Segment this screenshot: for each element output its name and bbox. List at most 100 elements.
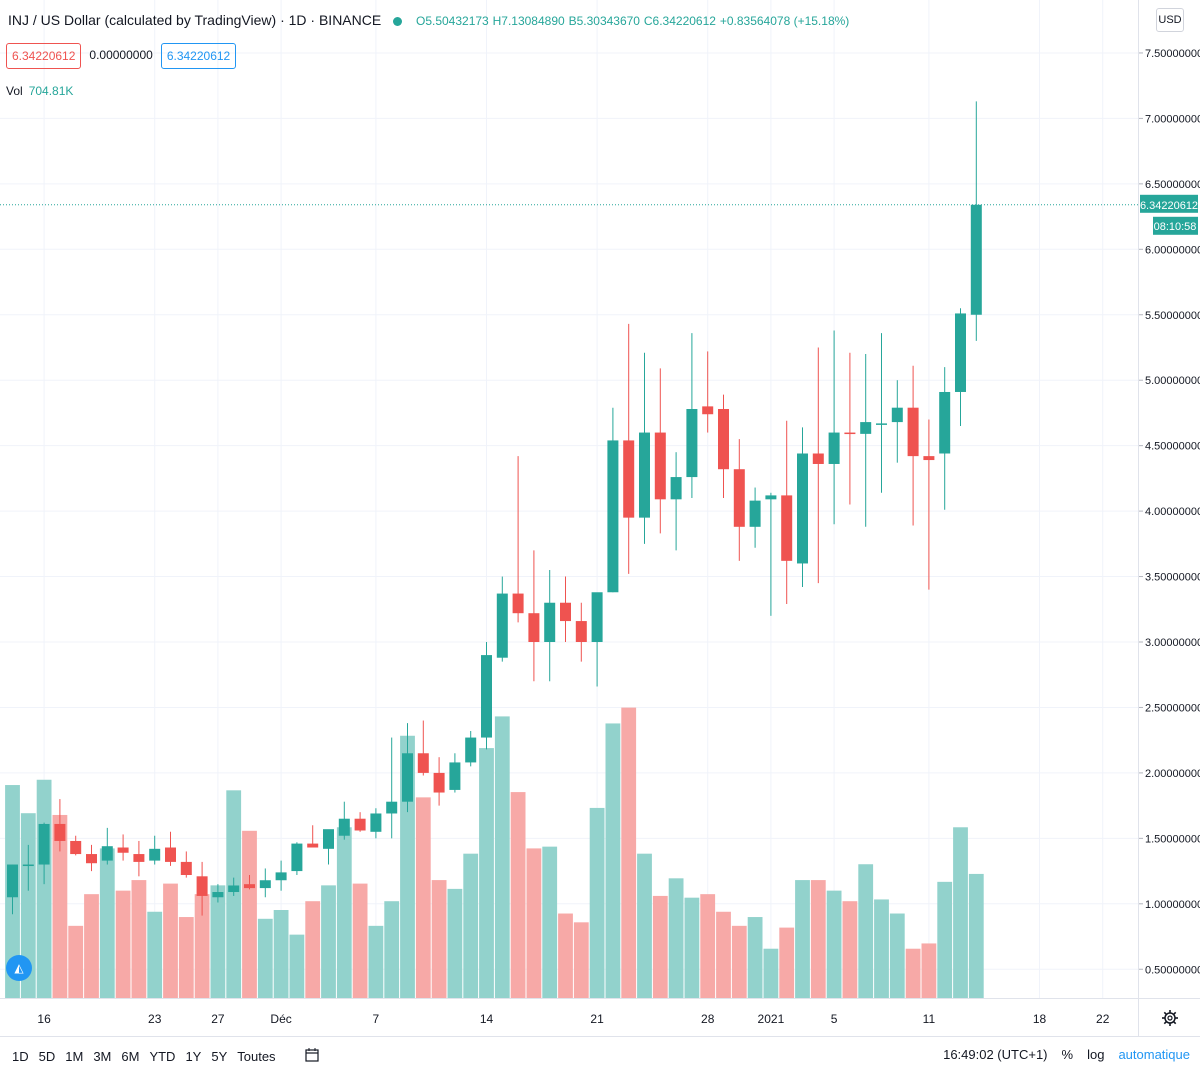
volume-bar (289, 934, 305, 998)
volume-bar (810, 880, 826, 998)
goto-date-icon[interactable] (304, 1047, 320, 1066)
volume-bar (684, 897, 700, 998)
candle-body (180, 861, 192, 876)
range-all[interactable]: Toutes (237, 1049, 276, 1064)
candle-body (7, 864, 18, 898)
volume-bar (795, 880, 810, 998)
candle-body (417, 753, 429, 773)
candle-body (749, 500, 761, 527)
volume-bar (889, 913, 905, 998)
volume-bar (747, 917, 763, 998)
candle-body (228, 885, 240, 893)
volume-bar (605, 723, 621, 998)
price-axis-labels: 0.50000000 1.00000000 1.50000000 2.00000000… (1139, 48, 1200, 976)
range-ytd[interactable]: YTD (149, 1049, 176, 1064)
range-1m[interactable]: 1M (65, 1049, 84, 1064)
volume-bar (321, 885, 336, 998)
range-5y[interactable]: 5Y (211, 1049, 228, 1064)
tradingview-logo-icon[interactable]: ◭ (6, 955, 32, 981)
log-toggle[interactable]: log (1087, 1047, 1105, 1062)
candle-body (512, 593, 524, 614)
bottom-right-controls: 16:49:02 (UTC+1) % log automatique (943, 1047, 1190, 1062)
volume-bar (937, 881, 953, 998)
price-tick-label: 6.00000000 (1145, 244, 1200, 256)
candle-body (891, 407, 903, 423)
volume-bar (431, 880, 447, 998)
candle-body (338, 818, 350, 836)
candle-body (670, 477, 682, 500)
sell-price-button[interactable]: 6.34220612 (6, 43, 82, 69)
volume-bar (147, 911, 163, 998)
volume-bar (558, 913, 573, 998)
candle-body (686, 408, 698, 478)
volume-label: Vol (6, 84, 23, 98)
time-tick-label: 18 (1033, 1012, 1047, 1026)
volume-bar (953, 827, 968, 998)
spread-value: 0.00000000 (89, 48, 153, 62)
candle-body (623, 440, 635, 518)
time-axis[interactable]: 16 23 27 Déc 7 14 21 28 2021 5 11 18 22 (0, 998, 1138, 1037)
candle-body (323, 829, 334, 849)
volume-bar (526, 848, 542, 998)
range-1d[interactable]: 1D (12, 1049, 29, 1064)
price-tick-label: 5.50000000 (1145, 310, 1200, 322)
volume-bar (621, 707, 637, 998)
volume-bar (99, 848, 115, 998)
time-axis-svg: 16 23 27 Déc 7 14 21 28 2021 5 11 18 22 (37, 1012, 1109, 1026)
range-6m[interactable]: 6M (121, 1049, 140, 1064)
symbol-legend: INJ / US Dollar (calculated by TradingVi… (8, 12, 849, 28)
volume-value: 704.81K (28, 84, 74, 98)
candle-body (702, 406, 714, 415)
volume-bar (163, 883, 178, 998)
price-axis-svg: 0.50000000 1.00000000 1.50000000 2.00000000… (1139, 48, 1200, 976)
candle-body (939, 391, 951, 454)
time-tick-label: 11 (923, 1012, 936, 1026)
volume-bar (384, 901, 400, 998)
volume-bar (352, 883, 368, 998)
time-tick-label: 16 (37, 1012, 51, 1026)
percent-toggle[interactable]: % (1061, 1047, 1074, 1062)
price-tick-label: 7.00000000 (1145, 113, 1200, 125)
volume-bar (463, 853, 479, 998)
candle-body (654, 432, 666, 500)
volume-bar (52, 814, 68, 998)
candle-body (196, 876, 208, 896)
price-tick-label: 1.50000000 (1145, 833, 1200, 845)
timezone-clock[interactable]: 16:49:02 (UTC+1) (943, 1047, 1048, 1062)
candle-body (496, 593, 508, 658)
time-tick-label: 27 (211, 1012, 225, 1026)
candle-body (607, 440, 619, 593)
volume-bar (68, 925, 84, 998)
countdown-text: 08:10:58 (1154, 221, 1197, 233)
price-tick-label: 7.50000000 (1145, 48, 1200, 60)
candle-body (70, 840, 82, 855)
currency-button[interactable]: USD (1156, 8, 1184, 32)
candle-body (117, 847, 129, 853)
volume-bar (668, 878, 684, 998)
price-chart[interactable] (0, 0, 1138, 998)
time-tick-label: 5 (831, 1012, 838, 1026)
symbol-title[interactable]: INJ / US Dollar (calculated by TradingVi… (8, 12, 382, 28)
candle-body (386, 801, 398, 814)
price-tick-label: 3.00000000 (1145, 637, 1200, 649)
current-price-text: 6.34220612 (1140, 200, 1198, 212)
chart-settings-button[interactable] (1138, 998, 1200, 1037)
price-axis[interactable]: 0.50000000 1.00000000 1.50000000 2.00000000… (1138, 0, 1200, 998)
range-5d[interactable]: 5D (38, 1049, 56, 1064)
range-3m[interactable]: 3M (93, 1049, 112, 1064)
auto-scale-toggle[interactable]: automatique (1118, 1047, 1190, 1062)
chart-area[interactable]: INJ / US Dollar (calculated by TradingVi… (0, 0, 1138, 998)
candle-body (38, 823, 50, 865)
candle-body (101, 846, 113, 861)
candle-body (544, 602, 556, 642)
market-status-icon[interactable] (393, 16, 403, 26)
range-1y[interactable]: 1Y (185, 1049, 202, 1064)
candle-body (133, 854, 145, 862)
buy-price-button[interactable]: 6.34220612 (160, 43, 237, 69)
candle-body (433, 772, 445, 793)
volume-bar (510, 792, 526, 998)
candle-body (907, 407, 919, 457)
volume-bar (178, 917, 194, 998)
volume-bar (242, 830, 257, 998)
candle-body (212, 892, 224, 898)
